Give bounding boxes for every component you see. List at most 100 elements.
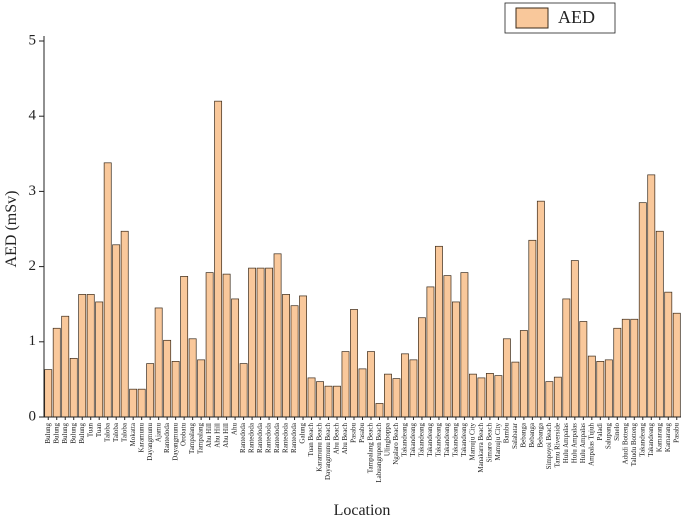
bar (299, 295, 307, 418)
bar (384, 373, 392, 418)
x-tick-label: Bulung (61, 423, 69, 444)
x-tick-label: Rantedoda (273, 422, 281, 453)
y-tick-label: 0 (29, 408, 37, 424)
x-tick-label: Ahu Hill (214, 423, 222, 448)
x-tick-label: Labuangrupen Beach (375, 423, 383, 483)
x-tick-label: Salabatar (511, 422, 519, 449)
x-tick-label: Bambu (502, 423, 510, 444)
x-tick-label: Takandeang (409, 423, 417, 457)
y-tick-label: 4 (29, 108, 37, 124)
x-tick-label: Takandeang (452, 423, 460, 457)
bar (341, 351, 350, 418)
x-tick-label: Bulung (69, 423, 77, 444)
bar (350, 309, 358, 418)
x-tick-label: Rantedoda (163, 422, 171, 453)
bar (103, 162, 112, 418)
x-tick-label: Tuan Beach (307, 423, 315, 457)
x-tick-label: Pasabu (350, 423, 358, 443)
bar (435, 245, 443, 418)
bar (188, 338, 197, 418)
bar (171, 361, 180, 418)
x-tick-label: Pasabu (358, 423, 366, 443)
bar (375, 403, 384, 418)
bar (239, 363, 248, 418)
bar (664, 291, 673, 418)
x-tick-label: Hulu Ampalas (570, 423, 578, 464)
x-tick-label: Takandeang (443, 423, 451, 457)
x-tick-label: Takandeang (435, 423, 443, 457)
x-tick-label: Mokatta (129, 422, 137, 446)
bar (290, 305, 299, 418)
x-tick-label: Rantedoda (239, 422, 247, 453)
bar (468, 373, 477, 418)
x-tick-label: Ahu Hill (205, 423, 213, 448)
bar (630, 318, 639, 418)
x-tick-label: Ahu Hill (222, 423, 230, 448)
x-tick-label: Adudi Botteng (621, 423, 629, 465)
x-tick-label: Tampalang Beach (367, 423, 375, 474)
bar (536, 200, 545, 418)
y-axis-title: AED (mSv) (3, 191, 20, 268)
x-tick-label: Ahu (231, 423, 239, 436)
x-tick-label: Salupang (604, 423, 612, 450)
x-tick-label: Takandeang (647, 423, 655, 457)
x-tick-label: Ahu Beach (341, 423, 349, 455)
bar (248, 267, 257, 418)
bar (358, 368, 367, 418)
bar (638, 202, 647, 418)
bar (545, 381, 554, 418)
x-tick-label: Bulung (78, 423, 86, 444)
bar (553, 376, 562, 418)
x-tick-label: Ulingboppa (384, 422, 392, 456)
x-tick-label: Dayangmunu (146, 423, 154, 461)
bar (443, 275, 452, 418)
x-tick-label: Ahu Beach (333, 423, 341, 455)
x-tick-label: Kamarang (655, 423, 663, 453)
bar (596, 361, 605, 418)
x-tick-label: Taloba (103, 422, 111, 442)
x-tick-label: Rantedoda (282, 422, 290, 453)
y-tick-label: 1 (29, 333, 37, 349)
bar (316, 381, 324, 418)
bar (672, 312, 681, 418)
bar (647, 174, 656, 418)
x-tick-label: Tampalang (197, 423, 205, 454)
x-tick-label: Takandeang (418, 423, 426, 457)
bar (197, 359, 206, 418)
bar (256, 267, 265, 418)
bar (61, 315, 70, 418)
x-tick-label: Simaro Beach (486, 423, 494, 463)
y-tick-label: 3 (29, 183, 37, 199)
x-tick-label: Takandeang (426, 423, 434, 457)
bar (401, 353, 409, 418)
x-tick-label: Taloba (112, 422, 120, 442)
x-tick-label: Ampalas Tujuh (587, 423, 595, 466)
bar (146, 363, 155, 418)
x-tick-label: Bulung (44, 423, 52, 444)
x-tick-label: Ajamu (154, 423, 162, 443)
x-tick-label: Paladi (596, 423, 604, 441)
x-tick-label: Ngalaro Beach (392, 423, 400, 465)
bar (477, 377, 486, 418)
bar (409, 359, 418, 418)
y-tick-label: 2 (29, 258, 37, 274)
bar (307, 377, 316, 418)
bar (44, 369, 53, 418)
bar (137, 388, 146, 418)
legend-swatch (515, 7, 549, 29)
x-tick-label: Bulung (52, 423, 60, 444)
x-tick-label: Bebanga (528, 422, 536, 447)
bar (324, 385, 333, 418)
x-tick-label: Sinelo (613, 423, 621, 441)
bar (494, 375, 503, 418)
bar (222, 273, 231, 418)
bar (452, 301, 460, 418)
bar (129, 388, 138, 418)
bar (86, 294, 95, 418)
x-tick-label: Tuan (95, 423, 103, 438)
bar (562, 298, 571, 418)
x-tick-label: Galung (299, 423, 307, 444)
x-tick-label: Rantedoda (265, 422, 273, 453)
bar (485, 373, 494, 418)
